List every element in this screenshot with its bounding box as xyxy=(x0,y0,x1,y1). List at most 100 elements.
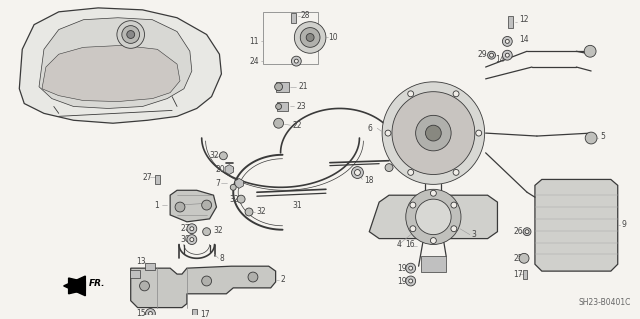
Text: 5: 5 xyxy=(600,131,605,141)
Polygon shape xyxy=(225,165,234,174)
Text: 30: 30 xyxy=(180,235,189,244)
Text: 3: 3 xyxy=(472,230,477,239)
Text: 14: 14 xyxy=(495,55,505,64)
Text: 4: 4 xyxy=(397,240,402,249)
Text: 13: 13 xyxy=(136,257,147,266)
Bar xyxy=(276,102,289,111)
Text: 32: 32 xyxy=(395,161,404,170)
Circle shape xyxy=(291,56,301,66)
Polygon shape xyxy=(63,276,85,296)
Circle shape xyxy=(385,164,393,172)
Circle shape xyxy=(220,152,227,160)
Circle shape xyxy=(275,83,282,91)
Circle shape xyxy=(525,230,529,234)
Circle shape xyxy=(117,21,145,48)
Circle shape xyxy=(202,276,212,286)
Text: SH23-B0401C: SH23-B0401C xyxy=(578,298,630,307)
Circle shape xyxy=(248,272,258,282)
Text: 27: 27 xyxy=(143,173,152,182)
Circle shape xyxy=(148,312,152,315)
Circle shape xyxy=(306,33,314,41)
Text: 32: 32 xyxy=(229,195,239,204)
Circle shape xyxy=(431,238,436,243)
Polygon shape xyxy=(68,278,85,294)
Circle shape xyxy=(237,195,245,203)
Text: 22: 22 xyxy=(292,121,302,130)
Polygon shape xyxy=(535,179,618,271)
Circle shape xyxy=(415,115,451,151)
Circle shape xyxy=(190,227,194,231)
Text: 17: 17 xyxy=(200,310,209,319)
Text: 29: 29 xyxy=(477,50,488,59)
Circle shape xyxy=(382,82,484,184)
Text: 32: 32 xyxy=(257,207,266,217)
Polygon shape xyxy=(235,178,243,188)
Text: 7: 7 xyxy=(216,179,220,188)
Circle shape xyxy=(230,184,236,190)
Text: 31: 31 xyxy=(292,201,302,210)
Circle shape xyxy=(408,169,413,175)
Circle shape xyxy=(451,226,457,232)
Text: 19: 19 xyxy=(397,278,406,286)
Text: 27: 27 xyxy=(180,224,189,233)
Bar xyxy=(193,308,197,318)
Circle shape xyxy=(488,51,495,59)
Circle shape xyxy=(519,253,529,263)
Text: 23: 23 xyxy=(296,102,306,111)
Circle shape xyxy=(127,31,134,39)
Circle shape xyxy=(300,28,320,47)
Circle shape xyxy=(406,263,415,273)
Text: 16: 16 xyxy=(404,240,415,249)
Circle shape xyxy=(294,59,298,63)
Circle shape xyxy=(490,53,493,57)
Text: 28: 28 xyxy=(300,11,310,20)
Bar xyxy=(523,270,527,278)
Circle shape xyxy=(276,104,282,109)
Circle shape xyxy=(190,238,194,241)
Text: 24: 24 xyxy=(249,57,259,66)
Text: 15: 15 xyxy=(136,309,147,318)
Bar xyxy=(421,256,445,272)
Polygon shape xyxy=(42,45,180,101)
Polygon shape xyxy=(131,266,276,308)
Circle shape xyxy=(392,92,475,174)
Circle shape xyxy=(451,202,457,208)
Circle shape xyxy=(351,167,364,178)
Bar xyxy=(130,270,140,278)
Text: 10: 10 xyxy=(328,33,337,42)
Text: 32: 32 xyxy=(209,151,220,160)
Text: 25: 25 xyxy=(513,254,523,263)
Polygon shape xyxy=(39,18,192,108)
Circle shape xyxy=(355,170,360,175)
Circle shape xyxy=(506,40,509,43)
Circle shape xyxy=(140,281,150,291)
Circle shape xyxy=(202,200,212,210)
Circle shape xyxy=(502,50,512,60)
Polygon shape xyxy=(369,195,497,239)
Text: 14: 14 xyxy=(519,35,529,44)
Text: 20: 20 xyxy=(216,165,225,174)
Circle shape xyxy=(122,26,140,43)
Text: 32: 32 xyxy=(214,226,223,235)
Text: 1: 1 xyxy=(154,201,159,210)
Circle shape xyxy=(415,199,451,235)
Circle shape xyxy=(506,53,509,57)
Text: 9: 9 xyxy=(621,220,627,229)
Circle shape xyxy=(145,308,156,318)
Circle shape xyxy=(426,125,441,141)
Circle shape xyxy=(406,189,461,244)
Text: 21: 21 xyxy=(298,82,308,91)
Bar xyxy=(508,16,513,28)
Circle shape xyxy=(410,226,416,232)
Text: 26: 26 xyxy=(513,227,523,236)
Polygon shape xyxy=(170,190,216,222)
Text: 2: 2 xyxy=(280,276,285,285)
Bar xyxy=(276,82,289,92)
Circle shape xyxy=(523,228,531,236)
Circle shape xyxy=(453,91,459,97)
Text: FR.: FR. xyxy=(90,279,106,288)
Bar xyxy=(155,175,160,184)
Text: 17: 17 xyxy=(513,270,523,278)
Bar xyxy=(263,12,318,64)
Text: 12: 12 xyxy=(519,15,529,24)
